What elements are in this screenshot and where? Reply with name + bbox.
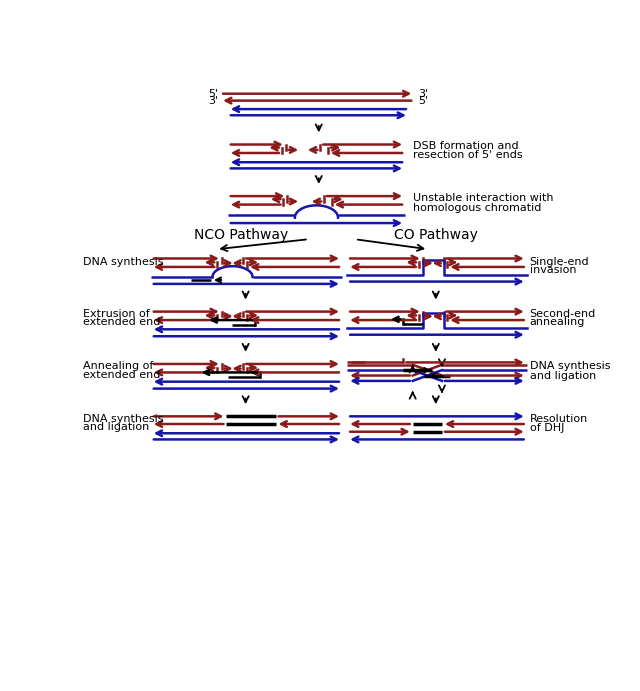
Text: and ligation: and ligation bbox=[83, 422, 149, 432]
Text: invasion: invasion bbox=[530, 265, 576, 275]
Text: extended end: extended end bbox=[83, 370, 161, 380]
Text: Unstable interaction with: Unstable interaction with bbox=[413, 193, 553, 203]
Text: 3': 3' bbox=[418, 88, 428, 99]
Text: DNA synthesis: DNA synthesis bbox=[83, 256, 164, 267]
Text: NCO Pathway: NCO Pathway bbox=[194, 229, 288, 243]
Text: 5': 5' bbox=[418, 95, 428, 106]
Text: 5': 5' bbox=[209, 88, 219, 99]
Text: Extrusion of: Extrusion of bbox=[83, 309, 150, 319]
Text: CO Pathway: CO Pathway bbox=[394, 229, 477, 243]
Text: Resolution: Resolution bbox=[530, 414, 588, 424]
Text: DNA synthesis: DNA synthesis bbox=[83, 414, 164, 424]
Text: homologous chromatid: homologous chromatid bbox=[413, 202, 541, 213]
Text: extended end: extended end bbox=[83, 317, 161, 328]
Text: resection of 5' ends: resection of 5' ends bbox=[413, 149, 522, 160]
Text: and ligation: and ligation bbox=[530, 370, 596, 381]
Text: Second-end: Second-end bbox=[530, 309, 596, 319]
Text: Annealing of: Annealing of bbox=[83, 361, 154, 371]
Text: Single-end: Single-end bbox=[530, 256, 589, 267]
Text: DNA synthesis: DNA synthesis bbox=[530, 361, 611, 371]
Text: DSB formation and: DSB formation and bbox=[413, 141, 518, 151]
Text: annealing: annealing bbox=[530, 317, 585, 328]
Text: 3': 3' bbox=[209, 95, 219, 106]
Text: of DHJ: of DHJ bbox=[530, 423, 564, 433]
